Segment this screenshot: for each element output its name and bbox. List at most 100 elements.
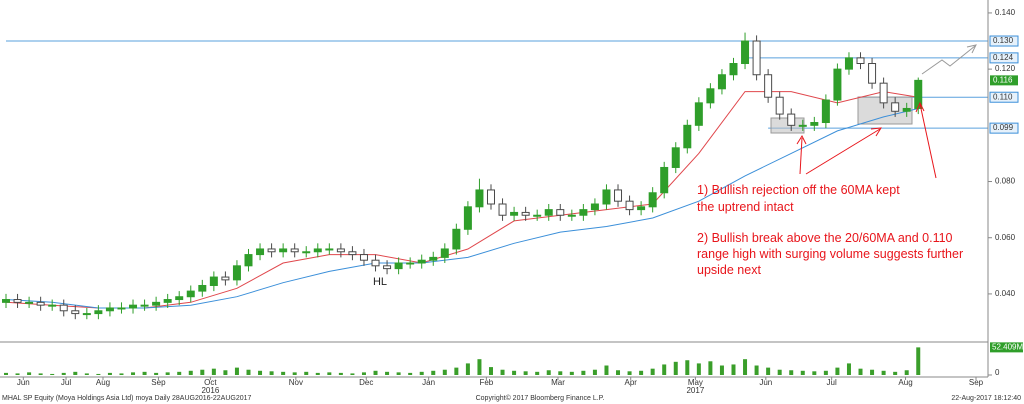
candle-body bbox=[105, 307, 114, 312]
candle-body bbox=[2, 299, 10, 303]
x-tick-label: Nov bbox=[289, 378, 303, 387]
candle-body bbox=[775, 96, 784, 115]
projection-arrow bbox=[921, 44, 977, 75]
arrow-head bbox=[870, 127, 882, 137]
x-tick-label: Apr bbox=[624, 378, 637, 387]
volume-bar bbox=[558, 371, 563, 375]
candle-body bbox=[844, 57, 853, 70]
volume-bar bbox=[234, 367, 239, 375]
footer-right: 22-Aug-2017 18:12:40 bbox=[951, 395, 1021, 402]
candle-body bbox=[556, 209, 565, 216]
volume-bar bbox=[223, 370, 228, 375]
volume-bar bbox=[846, 363, 851, 375]
candle-body bbox=[232, 265, 241, 281]
volume-bar bbox=[719, 365, 724, 375]
volume-bar bbox=[500, 369, 505, 375]
candle-body bbox=[36, 301, 45, 306]
candle-body bbox=[394, 262, 403, 270]
candle-body bbox=[683, 124, 692, 149]
candle-body bbox=[706, 88, 715, 104]
candle-body bbox=[71, 310, 80, 315]
arrow-head bbox=[796, 134, 807, 145]
price-box-label: 0.124 bbox=[993, 53, 1014, 62]
arrow bbox=[919, 103, 937, 179]
candle-body bbox=[486, 189, 495, 205]
volume-bar bbox=[165, 372, 170, 375]
candle-body bbox=[325, 248, 334, 251]
arrow bbox=[921, 45, 976, 75]
x-tick-label: Aug bbox=[898, 378, 912, 387]
volume-bar bbox=[154, 372, 159, 375]
volume-bar bbox=[881, 370, 886, 375]
volume-bar bbox=[338, 372, 343, 375]
candle-body bbox=[406, 262, 415, 265]
candle-body bbox=[417, 259, 426, 264]
candle-body bbox=[660, 166, 669, 194]
volume-bar bbox=[177, 371, 182, 375]
annotation-hl: HL bbox=[373, 276, 387, 288]
y-tick-label: 0.040 bbox=[995, 289, 1016, 298]
volume-bar bbox=[835, 367, 840, 375]
price-box-label: 0.130 bbox=[993, 36, 1014, 45]
candle-body bbox=[856, 57, 865, 65]
x-tick-label: Aug bbox=[96, 378, 110, 387]
candle-body bbox=[463, 206, 472, 230]
candle-body bbox=[717, 74, 726, 90]
volume-bar bbox=[569, 371, 574, 375]
candle-body bbox=[163, 299, 172, 303]
volume-bar bbox=[731, 364, 736, 375]
volume-bar bbox=[766, 367, 771, 375]
x-tick-label: Jun bbox=[759, 378, 772, 387]
candle-body bbox=[671, 147, 680, 168]
x-tick-label: Feb bbox=[479, 378, 493, 387]
x-tick-label: May bbox=[688, 378, 703, 387]
candle-body bbox=[25, 301, 34, 304]
candle-body bbox=[429, 256, 438, 261]
candle-body bbox=[510, 211, 519, 216]
candle-body bbox=[209, 276, 218, 286]
plot bbox=[2, 32, 923, 320]
candle-body bbox=[891, 102, 900, 112]
volume-bar bbox=[673, 361, 678, 375]
candle-body bbox=[82, 313, 91, 316]
volume-tick-label: 0 bbox=[995, 368, 1000, 377]
volume-bar bbox=[858, 368, 863, 375]
x-tick-label: Sep bbox=[151, 378, 166, 387]
moving-average bbox=[5, 91, 919, 309]
volume-bar bbox=[61, 372, 66, 375]
candle-body bbox=[452, 228, 461, 250]
candle-body bbox=[198, 284, 207, 292]
volume-bar bbox=[800, 370, 805, 375]
candle-body bbox=[602, 189, 611, 205]
volume-bar bbox=[627, 371, 632, 375]
volume-bar bbox=[281, 371, 286, 375]
candle-body bbox=[625, 200, 634, 211]
candle-body bbox=[833, 68, 842, 101]
annotation-text: 1) Bullish rejection off the 60MA kept bbox=[697, 183, 900, 197]
candle-body bbox=[533, 214, 542, 217]
volume-bar bbox=[743, 359, 748, 375]
volume-bar bbox=[431, 370, 436, 375]
volume-bar bbox=[246, 369, 251, 375]
last-price-label: 0.116 bbox=[993, 75, 1013, 84]
candle-body bbox=[302, 251, 311, 254]
candle-body bbox=[256, 248, 265, 256]
volume-bar bbox=[292, 372, 297, 375]
price-box bbox=[989, 52, 1019, 64]
candle-body bbox=[140, 304, 149, 307]
volume-bar bbox=[269, 371, 274, 375]
candle-body bbox=[521, 211, 530, 216]
volume-bar bbox=[4, 372, 8, 375]
volume-bar bbox=[419, 371, 424, 375]
arrow bbox=[805, 128, 881, 175]
candle-body bbox=[244, 254, 253, 267]
x-tick-label: Dec bbox=[359, 378, 373, 387]
volume-bar bbox=[777, 369, 782, 375]
candle-body bbox=[544, 209, 553, 216]
price-box-label: 0.099 bbox=[993, 123, 1014, 132]
volume-bar bbox=[84, 373, 89, 375]
candle-body bbox=[787, 113, 796, 126]
volume-bar bbox=[315, 372, 320, 375]
candle-body bbox=[152, 301, 161, 306]
annotation-text: the uptrend intact bbox=[697, 200, 794, 214]
